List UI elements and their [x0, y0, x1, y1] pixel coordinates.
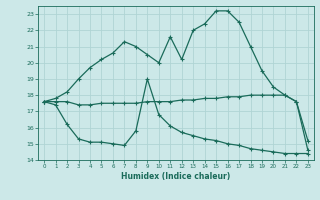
X-axis label: Humidex (Indice chaleur): Humidex (Indice chaleur) [121, 172, 231, 181]
